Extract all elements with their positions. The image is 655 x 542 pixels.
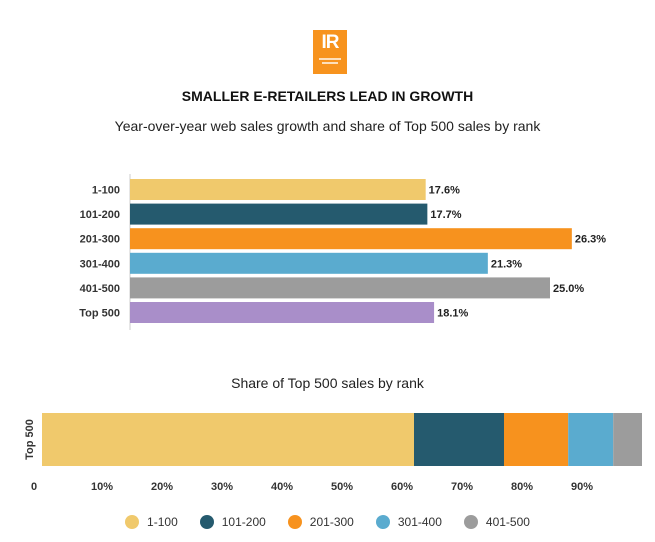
category-label: 201-300 [80,234,120,246]
x-tick-label: 60% [391,481,413,493]
logo-fine-print [319,58,341,60]
bar-1-100 [130,179,426,200]
value-label: 21.3% [491,258,522,270]
legend-swatch [199,515,214,529]
bar-301-400 [130,252,488,274]
x-tick-label: 20% [151,481,173,493]
chart-title: SMALLER E-RETAILERS LEAD IN GROWTH [181,88,474,104]
chart-legend: 1-100 101-200 201-300 301-400 401-500 [0,515,655,529]
legend-label: 301-400 [397,515,442,529]
y-axis-label: Top 500 [24,419,36,460]
bar-top-500 [130,302,435,323]
legend-label: 1-100 [147,515,178,529]
segment-301-400 [568,413,614,466]
legend-swatch [463,515,478,529]
legend-item: 201-300 [287,515,354,529]
value-label: 18.1% [437,308,468,320]
legend-swatch [125,515,140,529]
legend-item: 101-200 [199,515,266,529]
legend-label: 101-200 [221,515,266,529]
segment-401-500 [613,413,642,466]
value-label: 25.0% [553,283,584,295]
value-label: 17.6% [429,185,460,197]
logo-text: IR [321,32,340,53]
growth-bar-chart: 1-100 17.6% 101-200 17.7% 201-300 26.3% 301-40… [79,174,606,330]
value-label: 26.3% [575,234,606,246]
legend-swatch [375,515,390,529]
x-tick-label: 40% [271,481,293,493]
x-tick-label: 50% [331,481,353,493]
legend-item: 301-400 [375,515,442,529]
share-stacked-chart: Top 500 0 10% 20% 30% 40% 50% 60% 70% 80% 90% [24,413,642,493]
category-label: Top 500 [79,308,120,320]
legend-swatch [287,515,302,529]
bar-101-200 [130,203,428,225]
logo-fine-print [322,62,338,64]
bar-201-300 [130,228,572,250]
segment-101-200 [414,413,504,466]
bar-401-500 [130,277,550,299]
chart-subtitle: Year-over-year web sales growth and shar… [114,118,541,134]
x-tick-label: 10% [91,481,113,493]
legend-label: 401-500 [485,515,530,529]
x-tick-label: 70% [451,481,473,493]
brand-logo: IR [313,30,347,74]
x-tick-label: 80% [511,481,533,493]
legend-item: 1-100 [125,515,178,529]
value-label: 17.7% [430,209,461,221]
legend-item: 401-500 [463,515,530,529]
x-tick-label: 30% [211,481,233,493]
category-label: 101-200 [80,209,120,221]
segment-201-300 [504,413,569,466]
category-label: 1-100 [92,185,120,197]
share-chart-title: Share of Top 500 sales by rank [231,375,424,391]
x-tick-label: 0 [31,481,37,493]
legend-label: 201-300 [309,515,354,529]
segment-1-100 [42,413,414,466]
category-label: 401-500 [80,283,120,295]
x-tick-label: 90% [571,481,593,493]
category-label: 301-400 [80,258,120,270]
